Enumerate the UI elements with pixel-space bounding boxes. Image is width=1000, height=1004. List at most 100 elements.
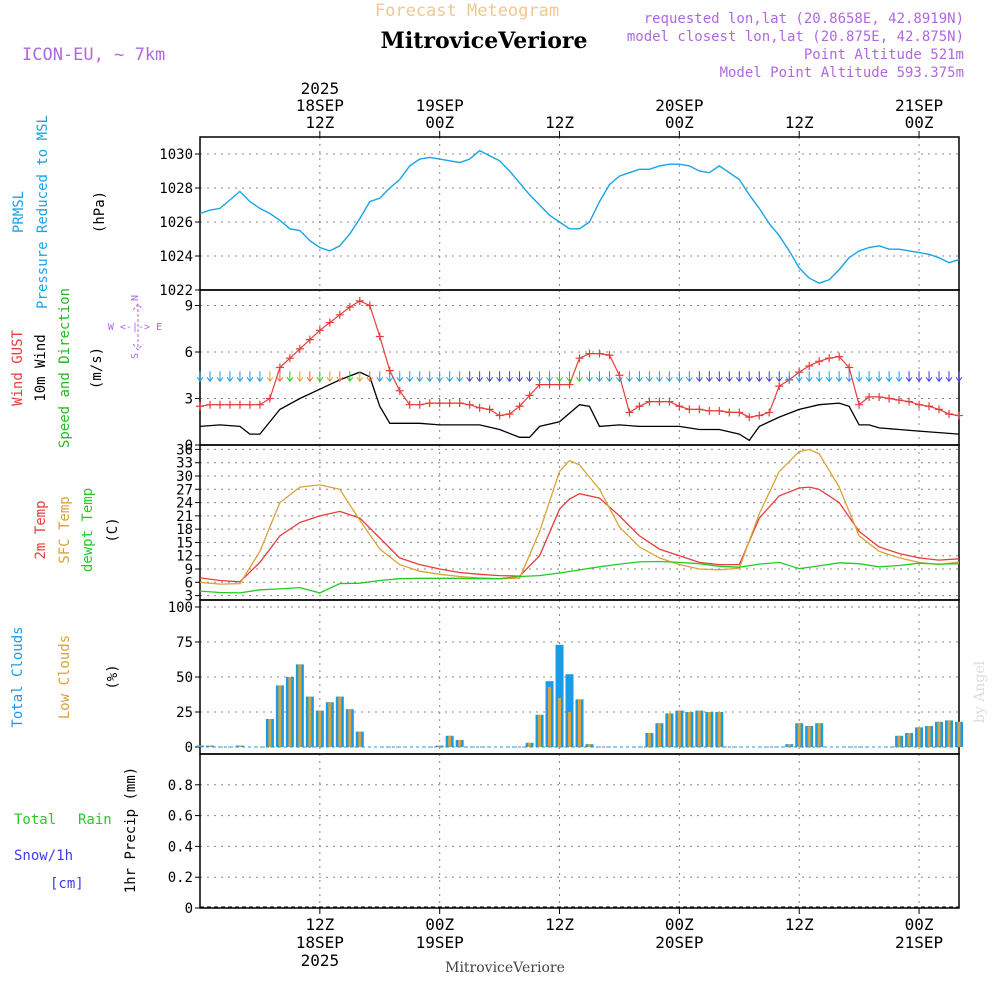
gust-marker <box>765 408 774 417</box>
low-cloud-bar <box>558 698 562 747</box>
wind-arrow <box>446 371 454 383</box>
low-cloud-bar <box>308 696 312 747</box>
wind-arrow <box>626 371 633 383</box>
wind-arrow <box>695 371 703 383</box>
top-tick-label: 2025 <box>301 79 340 98</box>
low-cloud-bar <box>677 710 681 747</box>
wind-arrow <box>486 371 494 383</box>
gust-marker <box>245 400 254 409</box>
gust-marker <box>805 361 814 370</box>
wind-arrow <box>765 371 773 383</box>
panel-frame <box>199 444 960 601</box>
model-name: ICON-EU, ~ 7km <box>22 45 165 65</box>
low-cloud-bar <box>697 710 701 747</box>
compass-s: S <box>130 353 141 359</box>
ytick-label: 25 <box>176 705 193 721</box>
sfc-temp-line <box>199 448 960 585</box>
gust-marker <box>595 349 604 358</box>
bottom-tick-label: 00Z <box>665 915 694 934</box>
gust-marker <box>845 363 854 372</box>
low-cloud-bar <box>328 702 332 747</box>
temp-ylabel: 2m Temp SFC Temp dewpt Temp (C) <box>33 488 121 572</box>
ytick-label: 1030 <box>159 147 193 163</box>
gust-marker <box>395 386 404 395</box>
gust-marker <box>295 344 304 353</box>
pressure-unit: (hPa) <box>92 191 108 233</box>
ytick-label: 21 <box>176 509 193 525</box>
dewpt-label: dewpt Temp <box>80 488 96 572</box>
wind-dir-label: Speed and Direction <box>57 288 73 448</box>
ytick-label: 50 <box>176 670 193 686</box>
bottom-tick-label: 12Z <box>545 915 574 934</box>
wind-arrow <box>905 371 913 383</box>
low-cloud-bar <box>787 744 791 747</box>
wind-arrow <box>875 371 883 383</box>
wind-arrow <box>536 371 543 383</box>
ytick-label: 15 <box>176 535 193 551</box>
low-cloud-bar <box>298 664 302 747</box>
wind-arrow <box>206 371 214 383</box>
top-tick-label: 00Z <box>425 113 454 132</box>
gust-marker <box>935 405 944 414</box>
total-clouds-label: Total Clouds <box>10 626 26 727</box>
gust-marker <box>315 326 324 335</box>
gust-marker <box>235 400 244 409</box>
gust-marker <box>725 408 734 417</box>
gust-marker <box>515 402 524 411</box>
wind-arrow <box>326 371 334 383</box>
gust-marker <box>895 396 904 405</box>
gust-marker <box>635 402 644 411</box>
wind-arrow <box>296 371 304 383</box>
top-tick-label: 12Z <box>545 113 574 132</box>
top-tick-label: 18SEP <box>296 96 344 115</box>
gust-marker <box>925 402 934 411</box>
ytick-label: 0.2 <box>168 870 193 886</box>
wind-arrow <box>955 371 963 383</box>
gust-marker <box>345 303 354 312</box>
wind-arrow <box>835 371 843 383</box>
wind-arrow <box>316 371 324 383</box>
ytick-label: 0 <box>185 438 193 454</box>
ytick-label: 1022 <box>159 283 193 299</box>
gust-marker <box>885 394 894 403</box>
wind-arrow <box>506 371 513 383</box>
wind-arrow <box>386 371 394 383</box>
pressure-label-full: Pressure Reduced to MSL <box>35 115 51 309</box>
top-tick-label: 12Z <box>305 113 334 132</box>
wind-arrow <box>346 371 354 383</box>
wind-arrow <box>276 371 284 383</box>
clouds-unit: (%) <box>105 664 121 689</box>
gust-marker <box>665 397 674 406</box>
wind-arrow <box>815 371 823 383</box>
gust-marker <box>685 405 694 414</box>
compass-we: W <-|-> E <box>108 322 162 333</box>
low-cloud-bar <box>288 677 292 747</box>
chart-subtitle: Forecast Meteogram <box>375 1 559 21</box>
ytick-label: 1028 <box>159 181 193 197</box>
precip-unit: 1hr Precip (mm) <box>123 767 139 893</box>
wind-arrow <box>236 371 244 383</box>
wind-arrow <box>456 371 464 383</box>
low-cloud-bar <box>917 727 921 747</box>
gust-marker <box>435 399 444 408</box>
point-altitude: Point Altitude 521m <box>804 47 964 63</box>
gust-marker <box>575 354 584 363</box>
gust-marker <box>415 400 424 409</box>
ytick-label: 27 <box>176 482 193 498</box>
page-title: MitroviceVeriore <box>381 28 588 54</box>
gust-marker <box>875 392 884 401</box>
ytick-label: 18 <box>176 522 193 538</box>
gust-marker <box>855 400 864 409</box>
wind-arrow <box>655 371 663 383</box>
ytick-label: 0 <box>185 740 193 756</box>
wind-arrow <box>805 371 813 383</box>
wind-arrow <box>915 371 923 383</box>
wind-arrow <box>606 371 613 383</box>
wind-arrow <box>885 371 893 383</box>
low-cloud-bar <box>587 744 591 747</box>
gust-marker <box>355 296 364 305</box>
gust-marker <box>285 354 294 363</box>
wind-arrow <box>516 371 523 383</box>
ytick-label: 0 <box>185 901 193 917</box>
